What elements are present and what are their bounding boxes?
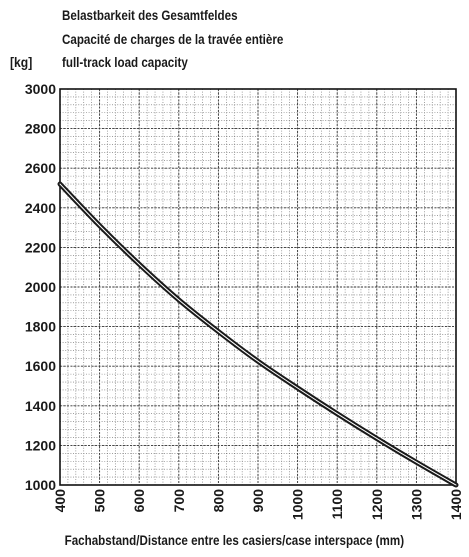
- y-tick-label: 2000: [25, 279, 56, 295]
- chart-title-line-2: Capacité de charges de la travée entière: [62, 32, 284, 47]
- x-tick-label: 800: [210, 489, 226, 513]
- x-axis-label-text: Fachabstand/Distance entre les casiers/c…: [64, 533, 405, 548]
- plot-frame: [59, 88, 457, 486]
- x-tick-label: 500: [92, 489, 108, 513]
- y-tick-label: 2800: [25, 121, 56, 137]
- y-tick-label: 3000: [25, 81, 56, 97]
- x-tick-label: 400: [52, 489, 68, 513]
- x-tick-label: 1200: [369, 489, 385, 520]
- x-tick-label: 700: [171, 489, 187, 513]
- x-tick-label: 1400: [448, 489, 464, 520]
- x-tick-label: 600: [131, 489, 147, 513]
- y-tick-label: 2400: [25, 200, 56, 216]
- y-tick-label: 2200: [25, 239, 56, 255]
- chart-title-line-1: Belastbarkeit des Gesamtfeldes: [62, 8, 238, 23]
- y-axis-unit-label: [kg]: [10, 55, 33, 70]
- x-tick-label: 1100: [329, 489, 345, 520]
- y-tick-label: 1800: [25, 319, 56, 335]
- x-tick-label: 1000: [290, 489, 306, 520]
- y-tick-label: 1400: [25, 398, 56, 414]
- x-tick-label: 1300: [408, 489, 424, 520]
- x-axis-label: Fachabstand/Distance entre les casiers/c…: [0, 533, 469, 548]
- y-tick-label: 1000: [25, 477, 56, 493]
- y-tick-label: 2600: [25, 160, 56, 176]
- y-tick-label: 1200: [25, 437, 56, 453]
- chart-title-line-3: full-track load capacity: [62, 55, 188, 70]
- y-tick-label: 1600: [25, 358, 56, 374]
- x-tick-label: 900: [250, 489, 266, 513]
